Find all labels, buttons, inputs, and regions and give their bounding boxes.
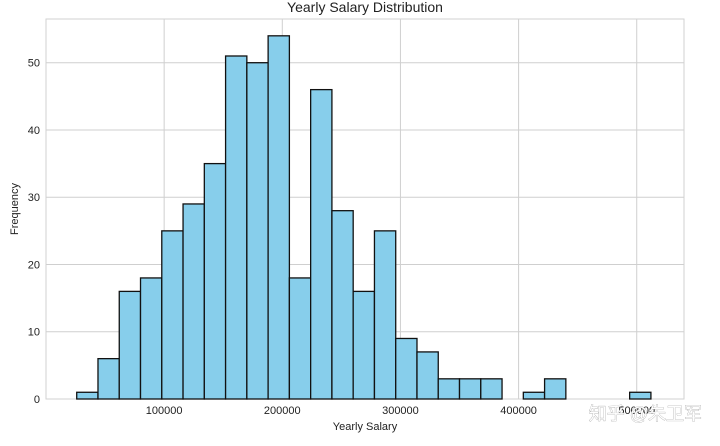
- x-axis-label: Yearly Salary: [333, 421, 398, 433]
- histogram-bar: [118, 290, 142, 400]
- x-tick-label: 200000: [264, 405, 301, 417]
- histogram-bar: [161, 230, 184, 400]
- histogram-bar: [139, 277, 163, 400]
- y-tick-label: 10: [28, 327, 40, 339]
- x-tick-label: 400000: [500, 405, 537, 417]
- histogram-bar: [331, 210, 354, 400]
- histogram-bar: [224, 55, 248, 400]
- y-tick-label: 50: [28, 58, 40, 70]
- histogram-bar: [352, 290, 376, 400]
- histogram-bar: [373, 230, 397, 400]
- watermark-text: 知乎 @朱卫军: [589, 404, 702, 424]
- histogram-bar: [203, 162, 227, 400]
- histogram-bar: [97, 357, 120, 400]
- x-axis-ticks: 100000 200000 300000 400000 500000: [146, 405, 655, 417]
- histogram-bar: [76, 391, 99, 400]
- y-tick-label: 40: [28, 125, 40, 137]
- histogram-bar: [182, 203, 205, 400]
- histogram-bars: [76, 35, 652, 400]
- histogram-bar: [480, 378, 503, 400]
- histogram-bar: [267, 35, 291, 400]
- x-tick-label: 100000: [146, 405, 183, 417]
- chart-title: Yearly Salary Distribution: [287, 0, 443, 15]
- histogram-bar: [288, 277, 312, 400]
- x-tick-label: 500000: [618, 405, 655, 417]
- y-tick-label: 20: [28, 259, 40, 271]
- histogram-bar: [458, 378, 482, 400]
- x-tick-label: 300000: [382, 405, 419, 417]
- histogram-bar: [416, 351, 439, 400]
- histogram-bar: [246, 62, 269, 400]
- histogram-bar: [629, 391, 652, 400]
- histogram-bar: [310, 88, 333, 400]
- histogram-bar: [437, 378, 461, 400]
- y-tick-label: 30: [28, 192, 40, 204]
- histogram-bar: [395, 337, 418, 400]
- histogram-bar: [543, 378, 567, 400]
- y-tick-label: 0: [34, 394, 40, 406]
- histogram-bar: [522, 391, 546, 400]
- y-axis-ticks: 0 10 20 30 40 50: [28, 58, 40, 406]
- y-axis-label: Frequency: [9, 183, 21, 235]
